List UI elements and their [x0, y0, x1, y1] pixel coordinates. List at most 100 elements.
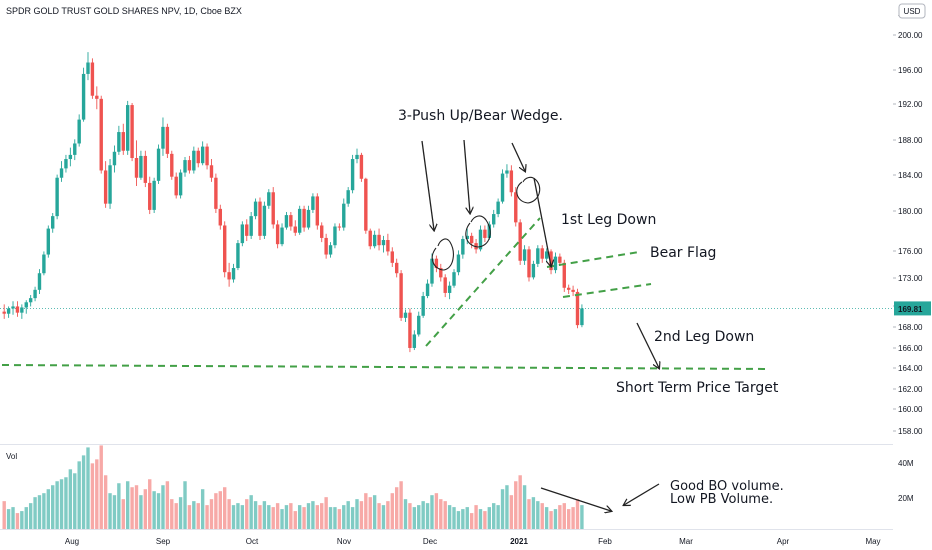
volume-label-line1: Good BO volume. — [670, 479, 784, 494]
candle-body — [293, 226, 297, 233]
candle-body — [483, 229, 487, 238]
candle-body — [183, 160, 187, 173]
volume-bar — [544, 507, 549, 529]
flag-lower-line — [562, 283, 652, 298]
volume-bar — [64, 477, 68, 529]
candle-body — [408, 312, 412, 348]
volume-bar — [86, 447, 90, 529]
candle-body — [236, 243, 240, 269]
volume-bar — [324, 497, 328, 529]
volume-bar — [218, 491, 222, 529]
volume-bar — [99, 445, 103, 529]
time-label: 2021 — [510, 537, 528, 546]
currency-label: USD — [904, 7, 921, 16]
volume-arrow — [540, 487, 611, 511]
candle-body — [240, 224, 245, 244]
candle-body — [289, 215, 293, 227]
candle-body — [496, 201, 500, 215]
candle-body — [553, 256, 558, 271]
candle-body — [24, 302, 28, 308]
candle-body — [139, 155, 143, 178]
volume-bar — [364, 493, 368, 529]
time-label: Feb — [598, 537, 612, 546]
candle-body — [99, 98, 103, 171]
volume-bar — [474, 505, 478, 529]
volume-bar — [465, 507, 469, 529]
volume-tick-label: 20M — [898, 494, 914, 503]
price-tick-label: 192.00 — [898, 100, 923, 109]
volume-bar — [170, 499, 174, 529]
candle-body — [359, 154, 364, 179]
candle-body — [33, 289, 37, 299]
candle-body — [372, 234, 377, 247]
candle-body — [403, 312, 408, 318]
price-tick-label: 166.00 — [898, 344, 923, 353]
candle-body — [364, 178, 368, 231]
candle-body — [469, 235, 474, 244]
volume-bar — [271, 507, 275, 529]
volume-arrow-2 — [624, 483, 660, 505]
time-label: Mar — [679, 537, 693, 546]
candle-body — [381, 240, 386, 246]
time-label: May — [865, 537, 880, 546]
volume-bar — [496, 505, 500, 529]
volume-bar — [2, 501, 6, 529]
price-tick-label: 164.00 — [898, 364, 923, 373]
volume-bar — [42, 493, 46, 529]
candle-body — [258, 201, 262, 236]
candle-body — [11, 306, 15, 309]
volume-bar — [527, 499, 531, 529]
volume-bar — [68, 469, 73, 529]
volume-bar — [500, 489, 505, 529]
volume-bar — [267, 505, 271, 529]
candle-body — [231, 268, 236, 280]
candle-body — [505, 170, 509, 174]
time-label: Apr — [777, 537, 790, 546]
candle-body — [386, 240, 390, 252]
price-target-line — [1, 364, 771, 370]
candle-body — [311, 196, 315, 210]
volume-bar — [571, 507, 575, 529]
candle-body — [465, 235, 469, 239]
volume-bar — [575, 499, 580, 529]
volume-bar — [192, 501, 196, 529]
candle-body — [108, 165, 112, 204]
candle-body — [421, 296, 425, 316]
candle-body — [200, 146, 205, 164]
volume-bar — [51, 485, 55, 529]
volume-bar — [103, 475, 108, 529]
candle-body — [297, 208, 302, 233]
candle-body — [399, 273, 403, 318]
volume-bar — [33, 497, 37, 529]
volume-bar — [540, 503, 544, 529]
last-price-label: 169.81 — [898, 305, 923, 314]
volume-bar — [487, 507, 492, 529]
volume-bar — [320, 503, 324, 529]
candle-body — [425, 283, 430, 297]
volume-bar — [249, 495, 253, 529]
volume-bar — [408, 503, 412, 529]
candle-body — [350, 159, 355, 191]
wedge-label: 3-Push Up/Bear Wedge. — [398, 108, 563, 124]
candle-body — [227, 272, 231, 280]
volume-bar — [253, 501, 258, 529]
candle-body — [86, 62, 90, 74]
time-label: Sep — [156, 537, 171, 546]
volume-bar — [368, 497, 372, 529]
volume-bar — [403, 499, 408, 529]
candle-body — [165, 126, 170, 154]
volume-bar — [275, 503, 280, 529]
volume-bar — [95, 459, 99, 529]
time-label: Dec — [423, 537, 437, 546]
volume-tick-label: 40M — [898, 459, 914, 468]
grid — [0, 0, 894, 550]
volume-bar — [483, 511, 487, 529]
candle-body — [81, 73, 86, 120]
volume-bar — [372, 495, 377, 529]
volume-bar — [24, 507, 28, 529]
candle-body — [346, 190, 350, 204]
push-arrow-2 — [463, 139, 470, 213]
volume-bar — [231, 505, 236, 529]
volume-bar — [112, 495, 117, 529]
